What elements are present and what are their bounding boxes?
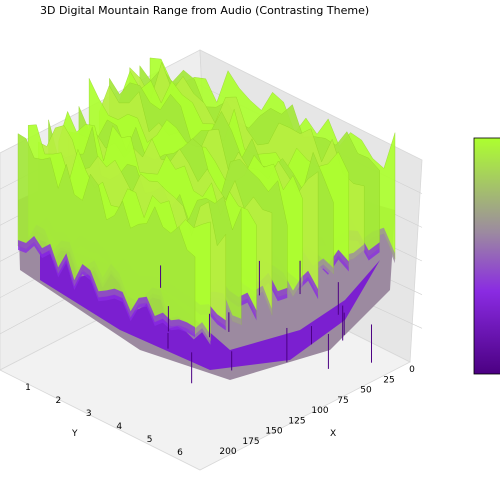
surface-shade: [18, 236, 195, 338]
y-tick-label: 5: [147, 435, 153, 445]
chart-title: 3D Digital Mountain Range from Audio (Co…: [40, 4, 369, 17]
x-tick-label: 200: [219, 447, 236, 457]
x-tick-label: 25: [383, 375, 394, 385]
colorbar: [473, 137, 500, 375]
y-tick-label: 6: [177, 448, 183, 458]
y-axis-ticks: 1 2 3 4 5 6: [25, 383, 183, 458]
x-axis-ticks: 0 25 50 75 100 125 150 175 200: [219, 365, 415, 457]
x-tick-label: 175: [242, 437, 259, 447]
y-tick-label: 4: [116, 422, 122, 432]
x-tick-label: 75: [337, 396, 348, 406]
x-axis-label: X: [330, 429, 336, 439]
y-tick-label: 2: [56, 396, 62, 406]
x-tick-label: 125: [288, 416, 305, 426]
y-tick-label: 1: [25, 383, 31, 393]
y-axis-label: Y: [71, 429, 78, 439]
x-tick-label: 50: [360, 386, 372, 396]
x-tick-label: 100: [311, 406, 328, 416]
x-tick-label: 0: [409, 365, 415, 375]
x-tick-label: 150: [265, 427, 282, 437]
y-tick-label: 3: [86, 409, 92, 419]
surface-plot: [17, 57, 396, 384]
